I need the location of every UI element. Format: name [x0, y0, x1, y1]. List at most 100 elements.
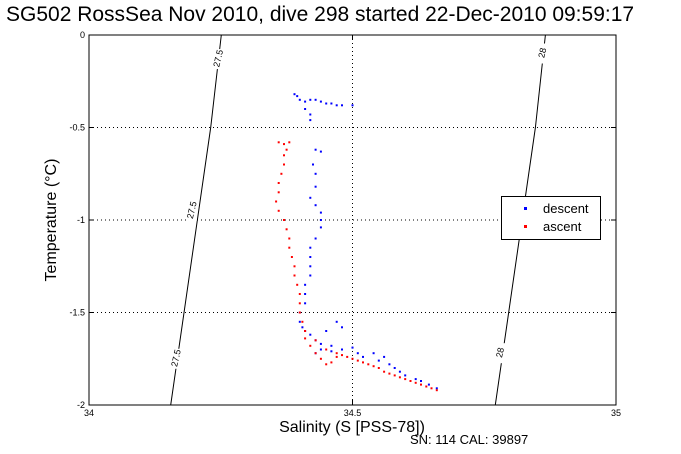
isopycnal-label: 27.5	[185, 200, 199, 219]
descent-point	[309, 256, 312, 258]
chart-title: SG502 RossSea Nov 2010, dive 298 started…	[0, 3, 681, 33]
ascent-point	[398, 376, 401, 379]
y-tick-label: 0	[80, 30, 85, 40]
ascent-point	[404, 378, 407, 381]
ascent-point	[288, 237, 291, 240]
descent-point	[293, 93, 296, 96]
descent-point	[314, 98, 317, 101]
isopycnal-label-bg	[213, 49, 224, 70]
ascent-point	[367, 363, 370, 366]
ascent-point	[420, 383, 422, 386]
descent-point	[319, 150, 322, 153]
ascent-point	[430, 387, 433, 390]
ascent-point	[275, 200, 278, 203]
ascent-point	[277, 191, 280, 194]
descent-point	[398, 370, 401, 373]
ascent-point	[309, 344, 312, 347]
ascent-point	[372, 365, 375, 368]
descent-point	[330, 102, 333, 105]
isopycnal-label: 28	[494, 347, 506, 359]
ascent-point	[277, 141, 280, 144]
descent-point	[312, 163, 314, 166]
isopycnal-label: 27.5	[211, 49, 225, 68]
ascent-point	[335, 355, 338, 358]
ascent-point	[325, 363, 328, 366]
ascent-point	[277, 182, 280, 184]
descent-point	[335, 104, 338, 107]
descent-point	[319, 100, 322, 103]
descent-point	[325, 330, 328, 332]
legend-label-ascent: ascent	[543, 219, 582, 234]
isopycnal-label-bg	[537, 43, 548, 64]
grid-lines	[89, 35, 616, 405]
ascent-point	[301, 320, 304, 323]
ascent-point	[283, 154, 285, 157]
descent-point	[301, 326, 304, 329]
descent-point	[319, 342, 322, 345]
descent-point	[309, 265, 312, 268]
descent-point	[414, 378, 417, 381]
chart-title-text: SG502 RossSea Nov 2010, dive 298 started…	[6, 3, 635, 26]
ascent-point	[314, 352, 317, 355]
descent-point	[309, 98, 312, 101]
ascent-point	[283, 219, 285, 221]
descent-point	[341, 348, 343, 351]
ascent-point	[393, 374, 396, 377]
descent-point	[298, 320, 301, 323]
isopycnal-label-bg	[186, 200, 197, 221]
descent-point	[335, 320, 338, 323]
ascent-point	[388, 372, 391, 375]
isopycnal-lines: 27.5 27.5 27.5 28 28	[169, 34, 548, 406]
ascent-point	[335, 352, 338, 355]
ascent-point	[288, 246, 291, 249]
descent-point	[393, 367, 396, 369]
descent-point	[314, 185, 317, 188]
y-tick-label: -1.5	[69, 308, 85, 318]
descent-point	[314, 237, 317, 240]
ascent-point	[298, 293, 301, 295]
descent-point	[435, 387, 438, 390]
ascent-point	[351, 357, 354, 360]
ascent-point	[293, 274, 296, 277]
ascent-point	[283, 143, 285, 146]
descent-point	[377, 359, 380, 362]
descent-point	[309, 119, 312, 122]
ascent-point	[277, 209, 280, 212]
x-tick-label: 34.5	[344, 408, 362, 418]
ascent-point	[356, 359, 359, 362]
ascent-point	[285, 228, 288, 231]
descent-point	[304, 108, 307, 110]
ascent-point	[383, 370, 386, 373]
ascent-point	[280, 172, 283, 175]
ascent-point	[314, 339, 317, 342]
isopycnal-label: 27.5	[169, 348, 183, 367]
x-tick-label: 35	[611, 408, 621, 418]
isopycnal-label-bg	[495, 343, 506, 364]
descent-point	[298, 98, 301, 101]
descent-point	[325, 102, 328, 105]
descent-point	[319, 348, 322, 351]
descent-point	[404, 374, 407, 377]
descent-point	[319, 219, 322, 221]
ascent-point	[304, 337, 307, 340]
ascent-point	[293, 265, 296, 268]
ascent-point	[425, 385, 428, 388]
descent-point	[351, 104, 354, 107]
ascent-point	[362, 361, 364, 364]
legend-entry-ascent: ascent	[502, 218, 600, 236]
legend-marker-ascent	[524, 225, 527, 228]
ascent-point	[341, 354, 343, 357]
isopycnal-label-bg	[170, 348, 181, 369]
ascent-point	[283, 163, 285, 166]
descent-point	[304, 293, 307, 295]
ascent-point	[325, 348, 328, 351]
descent-point	[319, 226, 322, 229]
ascent-point	[435, 389, 438, 392]
legend: descent ascent	[501, 196, 601, 240]
descent-point	[309, 274, 312, 277]
descent-point	[356, 352, 359, 355]
descent-point	[362, 355, 364, 358]
descent-point	[330, 344, 333, 347]
y-tick-label: -0.5	[69, 123, 85, 133]
descent-point	[330, 350, 333, 353]
